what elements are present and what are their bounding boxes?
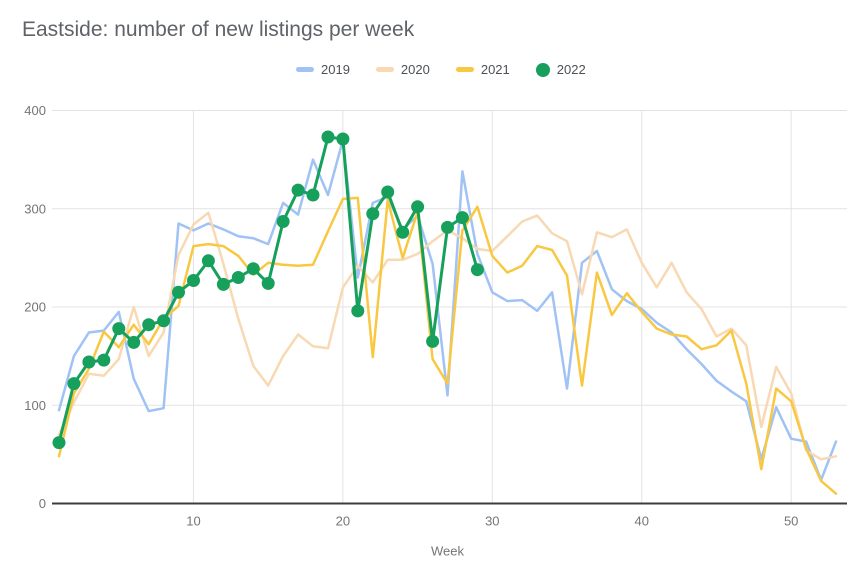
x-axis-tick-label: 40: [635, 514, 649, 529]
y-axis-tick-label: 0: [39, 496, 46, 511]
data-point-2022-week-13: [231, 271, 245, 284]
data-point-2022-week-29: [470, 263, 484, 277]
legend-marker-dash: [375, 67, 394, 72]
legend-label: 2022: [556, 62, 586, 77]
series-line-2019: [57, 138, 838, 482]
data-point-2022-week-17: [291, 183, 305, 197]
data-point-2022-week-2: [67, 377, 81, 391]
data-point-2022-week-18: [306, 188, 320, 202]
legend-label: 2021: [480, 62, 510, 77]
series-line-2021: [57, 196, 838, 495]
legend-marker-dash: [455, 67, 474, 72]
data-point-2022-week-10: [187, 274, 200, 287]
data-point-2022-week-25: [411, 200, 425, 214]
legend-label: 2019: [321, 62, 350, 77]
legend-item-2022[interactable]: 2022: [535, 62, 586, 77]
legend-item-2019[interactable]: 2019: [296, 62, 350, 77]
data-point-2022-week-5: [112, 322, 126, 336]
x-axis-title: Week: [431, 544, 464, 559]
data-point-2022-week-20: [336, 132, 350, 146]
data-point-2022-week-24: [396, 225, 410, 239]
data-point-2022-week-27: [441, 220, 454, 234]
data-point-2022-week-11: [201, 254, 215, 268]
data-point-2022-week-23: [381, 185, 395, 199]
chart-title: Eastside: number of new listings per wee…: [22, 18, 415, 41]
data-point-2022-week-21: [351, 304, 365, 318]
y-axis-tick-label: 200: [24, 300, 46, 315]
data-point-2022-week-3: [82, 355, 96, 369]
x-axis-tick-label: 30: [485, 514, 499, 529]
x-axis-tick-label: 10: [186, 514, 200, 529]
data-point-2022-week-9: [172, 285, 185, 299]
data-point-2022-week-14: [246, 262, 260, 276]
y-axis-tick-label: 100: [24, 398, 46, 413]
data-point-2022-week-22: [366, 207, 380, 221]
legend-item-2020[interactable]: 2020: [375, 62, 430, 77]
data-point-2022-week-15: [261, 276, 275, 290]
data-point-2022-week-28: [455, 211, 469, 225]
legend-item-2021[interactable]: 2021: [455, 62, 510, 77]
data-point-2022-week-16: [276, 215, 290, 228]
data-point-2022-week-26: [426, 334, 440, 348]
data-point-2022-week-1: [52, 436, 66, 450]
data-point-2022-week-12: [216, 277, 230, 291]
legend-label: 2020: [400, 62, 430, 77]
y-axis-tick-label: 400: [24, 103, 46, 118]
data-point-2022-week-19: [321, 130, 335, 144]
y-axis-tick-label: 300: [24, 201, 46, 216]
x-axis-tick-label: 50: [784, 514, 798, 529]
legend-marker-dash: [296, 67, 314, 72]
legend-marker-circle: [535, 62, 550, 77]
data-point-2022-week-8: [157, 314, 171, 328]
data-point-2022-week-4: [97, 353, 111, 367]
chart-legend: 2019 2020 2021 2022: [296, 62, 586, 77]
x-axis-tick-label: 20: [336, 514, 350, 529]
data-point-2022-week-6: [127, 335, 141, 349]
data-point-2022-week-7: [142, 318, 156, 332]
